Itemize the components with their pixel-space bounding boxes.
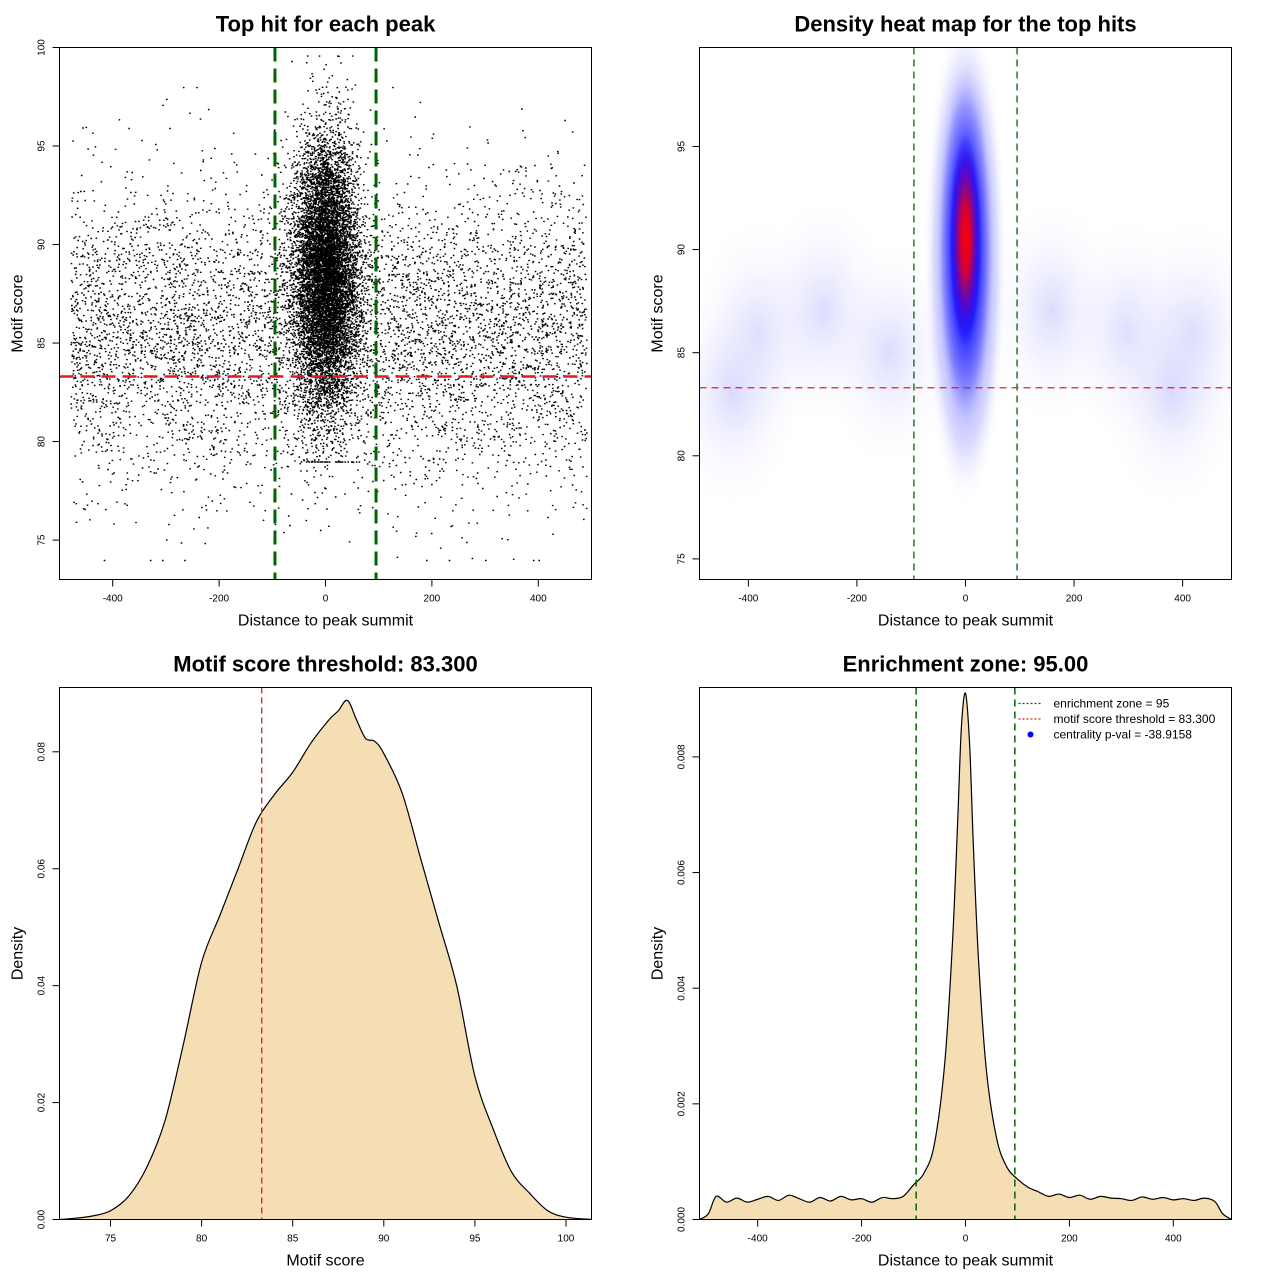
plot-area bbox=[59, 687, 592, 1220]
x-tick-label: 0 bbox=[963, 594, 969, 605]
y-tick-label: 0.006 bbox=[677, 860, 688, 885]
x-tick-label: 400 bbox=[1165, 1234, 1182, 1245]
x-tick-label: 200 bbox=[424, 594, 441, 605]
density-curve bbox=[59, 699, 592, 1220]
x-tick-label: -200 bbox=[852, 1234, 872, 1245]
chart-2: Density heat map for the top hits Distanc… bbox=[650, 12, 1232, 630]
plot-area bbox=[59, 47, 592, 580]
legend-label: centrality p-val = -38.9158 bbox=[1054, 728, 1193, 742]
x-tick-label: -200 bbox=[209, 594, 229, 605]
y-tick-label: 90 bbox=[677, 244, 688, 256]
y-tick-label: 100 bbox=[37, 39, 48, 56]
density-curve bbox=[699, 692, 1232, 1220]
x-tick-label: 0 bbox=[323, 594, 329, 605]
y-tick-label: 95 bbox=[677, 140, 688, 152]
heatmap-density-red bbox=[949, 134, 982, 345]
density-area bbox=[699, 692, 1232, 1220]
x-tick-label: -400 bbox=[103, 594, 123, 605]
y-tick-label: 0.004 bbox=[677, 975, 688, 1000]
y-tick-label: 85 bbox=[37, 337, 48, 349]
chart-title: Enrichment zone: 95.00 bbox=[843, 652, 1089, 677]
chart-3: Motif score threshold: 83.300 Motif score… bbox=[10, 652, 592, 1270]
chart-title: Density heat map for the top hits bbox=[794, 12, 1136, 37]
x-tick-label: 200 bbox=[1061, 1234, 1078, 1245]
x-tick-label: 400 bbox=[530, 594, 547, 605]
y-tick-label: 95 bbox=[37, 140, 48, 152]
scatter-points bbox=[70, 55, 588, 562]
y-tick-label: 0.04 bbox=[37, 975, 48, 995]
heatmap-background-density bbox=[699, 273, 803, 514]
chart-1: Top hit for each peak Distance to peak su… bbox=[10, 12, 592, 630]
y-tick-label: 80 bbox=[37, 436, 48, 448]
y-tick-label: 0.008 bbox=[677, 744, 688, 769]
y-tick-label: 0.000 bbox=[677, 1207, 688, 1232]
x-tick-label: 75 bbox=[105, 1234, 117, 1245]
y-tick-label: 0.00 bbox=[37, 1209, 48, 1229]
x-tick-label: 400 bbox=[1174, 594, 1191, 605]
x-tick-label: 85 bbox=[287, 1234, 299, 1245]
y-axis-label: Motif score bbox=[10, 274, 27, 352]
y-axis-label: Density bbox=[10, 927, 27, 980]
chart-title: Top hit for each peak bbox=[216, 12, 436, 37]
x-axis-label: Distance to peak summit bbox=[238, 613, 414, 630]
y-axis-label: Motif score bbox=[650, 274, 667, 352]
heatmap-background-density bbox=[1101, 273, 1232, 514]
y-tick-label: 0.002 bbox=[677, 1091, 688, 1116]
y-tick-label: 0.02 bbox=[37, 1092, 48, 1112]
x-tick-label: 80 bbox=[196, 1234, 208, 1245]
legend-point-marker bbox=[1027, 731, 1034, 738]
chart-title: Motif score threshold: 83.300 bbox=[173, 652, 477, 677]
x-axis-label: Distance to peak summit bbox=[878, 613, 1054, 630]
y-tick-label: 90 bbox=[37, 239, 48, 251]
plot-frame bbox=[59, 687, 592, 1220]
plot-area bbox=[699, 47, 1232, 580]
y-tick-label: 75 bbox=[37, 534, 48, 546]
x-tick-label: 90 bbox=[378, 1234, 390, 1245]
x-tick-label: -400 bbox=[738, 594, 758, 605]
x-tick-label: -200 bbox=[847, 594, 867, 605]
y-tick-label: 80 bbox=[677, 450, 688, 462]
x-axis-label: Distance to peak summit bbox=[878, 1253, 1054, 1270]
legend-label: motif score threshold = 83.300 bbox=[1054, 712, 1216, 726]
y-axis-label: Density bbox=[650, 927, 667, 980]
y-tick-label: 0.06 bbox=[37, 859, 48, 879]
x-tick-label: 200 bbox=[1066, 594, 1083, 605]
density-area bbox=[59, 700, 592, 1220]
y-tick-label: 75 bbox=[677, 553, 688, 565]
legend-label: enrichment zone = 95 bbox=[1054, 697, 1170, 711]
x-axis-label: Motif score bbox=[286, 1253, 364, 1270]
x-tick-label: -400 bbox=[748, 1234, 768, 1245]
chart-4: Enrichment zone: 95.00 Distance to peak s… bbox=[650, 652, 1232, 1270]
y-tick-label: 85 bbox=[677, 347, 688, 359]
y-tick-label: 0.08 bbox=[37, 742, 48, 762]
x-tick-label: 0 bbox=[963, 1234, 969, 1245]
x-tick-label: 100 bbox=[558, 1234, 575, 1245]
plot-area bbox=[699, 687, 1232, 1220]
x-tick-label: 95 bbox=[469, 1234, 481, 1245]
